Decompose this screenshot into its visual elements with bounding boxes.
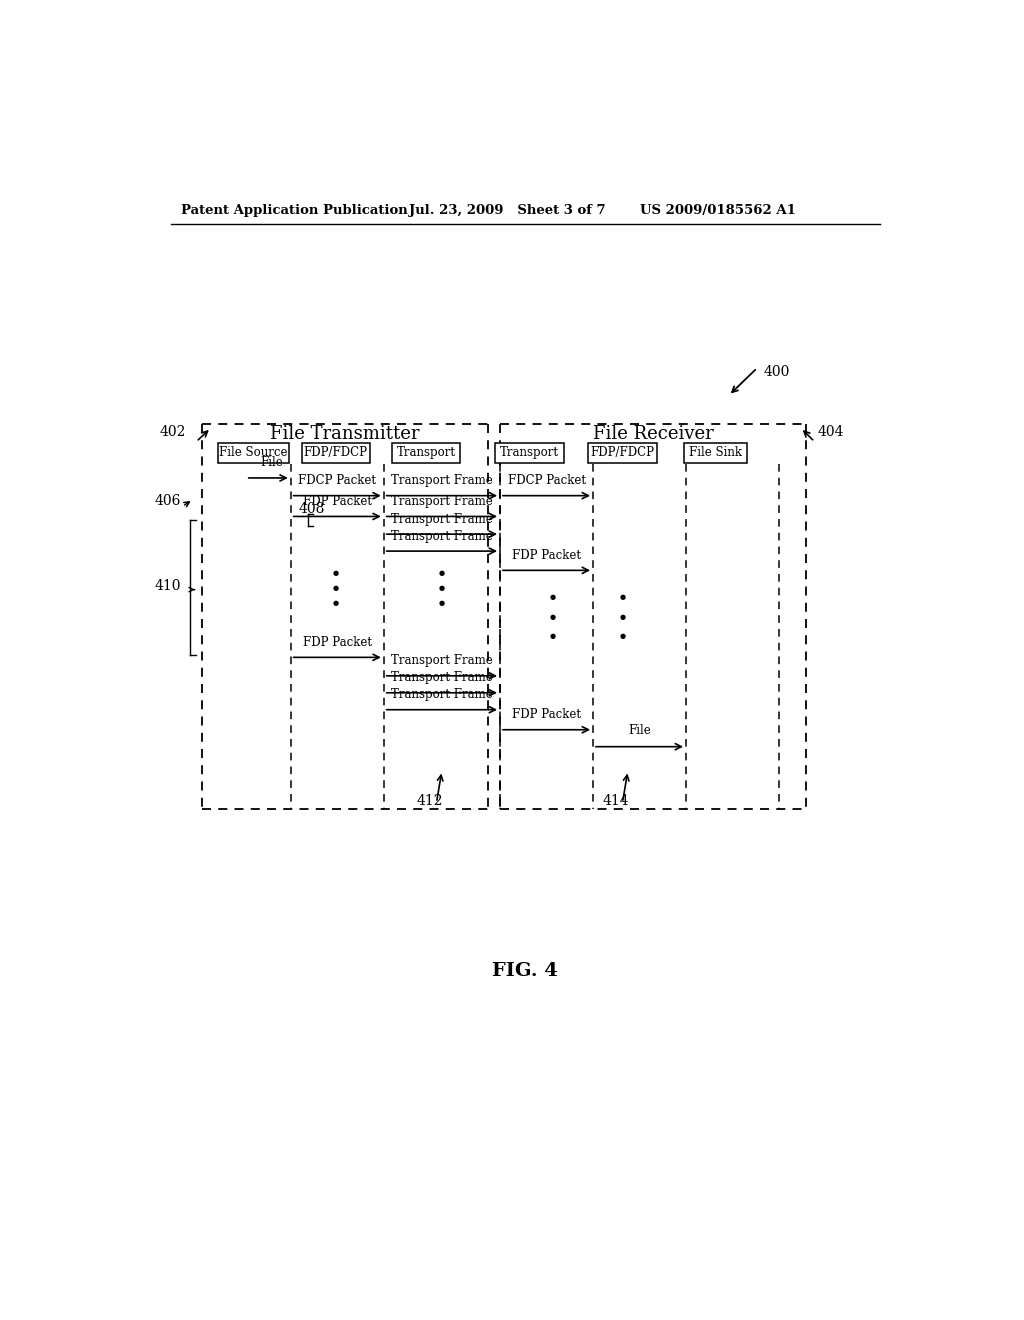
Text: 404: 404 <box>818 425 844 438</box>
Text: ●: ● <box>439 601 445 606</box>
Text: 400: 400 <box>764 366 790 379</box>
Text: ●: ● <box>333 570 339 576</box>
Text: FDP/FDCP: FDP/FDCP <box>591 446 654 459</box>
Text: Jul. 23, 2009   Sheet 3 of 7: Jul. 23, 2009 Sheet 3 of 7 <box>409 205 605 218</box>
Text: 414: 414 <box>603 795 630 808</box>
Text: Transport Frame: Transport Frame <box>391 688 493 701</box>
Text: ●: ● <box>620 632 626 639</box>
Text: 412: 412 <box>417 795 443 808</box>
Text: FDCP Packet: FDCP Packet <box>298 474 376 487</box>
Text: ●: ● <box>550 614 556 619</box>
Text: FDP Packet: FDP Packet <box>512 549 581 562</box>
Text: FDP/FDCP: FDP/FDCP <box>304 446 368 459</box>
Bar <box>589 442 656 462</box>
Text: 410: 410 <box>155 578 180 593</box>
Bar <box>302 442 370 462</box>
Text: Transport: Transport <box>500 446 559 459</box>
Text: Transport Frame: Transport Frame <box>391 495 493 508</box>
Bar <box>684 442 748 462</box>
Text: Transport Frame: Transport Frame <box>391 655 493 668</box>
Text: Transport Frame: Transport Frame <box>391 529 493 543</box>
Text: 402: 402 <box>160 425 186 438</box>
Bar <box>496 442 563 462</box>
Text: US 2009/0185562 A1: US 2009/0185562 A1 <box>640 205 796 218</box>
Text: FDP Packet: FDP Packet <box>512 709 581 721</box>
Text: File Source: File Source <box>219 446 288 459</box>
Text: File: File <box>628 725 651 738</box>
Text: ●: ● <box>620 594 626 601</box>
Text: ●: ● <box>550 594 556 601</box>
Text: FIG. 4: FIG. 4 <box>492 962 558 979</box>
Text: ●: ● <box>439 570 445 576</box>
Text: FDCP Packet: FDCP Packet <box>508 474 586 487</box>
Text: Transport Frame: Transport Frame <box>391 672 493 684</box>
Text: Patent Application Publication: Patent Application Publication <box>180 205 408 218</box>
Text: ●: ● <box>620 614 626 619</box>
Bar <box>218 442 289 462</box>
Text: FDP Packet: FDP Packet <box>303 636 372 649</box>
Text: FDP Packet: FDP Packet <box>303 495 372 508</box>
Text: File Receiver: File Receiver <box>593 425 714 444</box>
Text: 406: 406 <box>155 494 180 508</box>
Text: 408: 408 <box>299 503 325 516</box>
Text: Transport: Transport <box>397 446 456 459</box>
Text: Transport Frame: Transport Frame <box>391 512 493 525</box>
Bar <box>392 442 461 462</box>
Text: ●: ● <box>439 585 445 591</box>
Text: File Transmitter: File Transmitter <box>270 425 420 444</box>
Text: ●: ● <box>333 585 339 591</box>
Text: Transport Frame: Transport Frame <box>391 474 493 487</box>
Text: File Sink: File Sink <box>689 446 742 459</box>
Text: File: File <box>261 455 284 469</box>
Text: ●: ● <box>550 632 556 639</box>
Text: ●: ● <box>333 601 339 606</box>
